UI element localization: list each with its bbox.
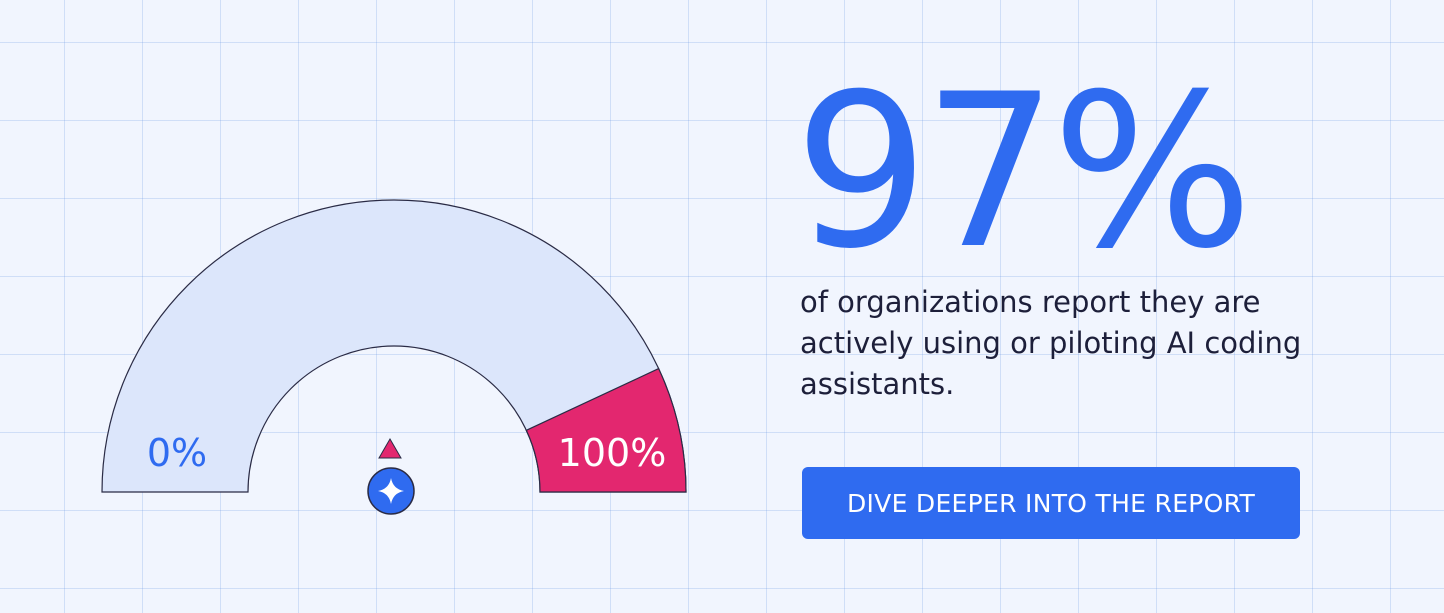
gauge-graphic: 0% 100%: [101, 199, 687, 515]
gauge-max-label: 100%: [558, 431, 667, 475]
triangle-pointer-icon: [378, 438, 402, 459]
gauge-min-label: 0%: [147, 431, 207, 475]
dive-deeper-button[interactable]: DIVE DEEPER INTO THE REPORT: [802, 467, 1300, 539]
gauge: 0% 100%: [101, 199, 687, 515]
gauge-fill-segment: [525, 367, 687, 493]
sparkle-icon: [367, 467, 415, 515]
stat-description: of organizations report they are activel…: [800, 285, 1302, 401]
stat-value: 97%: [794, 48, 1253, 295]
